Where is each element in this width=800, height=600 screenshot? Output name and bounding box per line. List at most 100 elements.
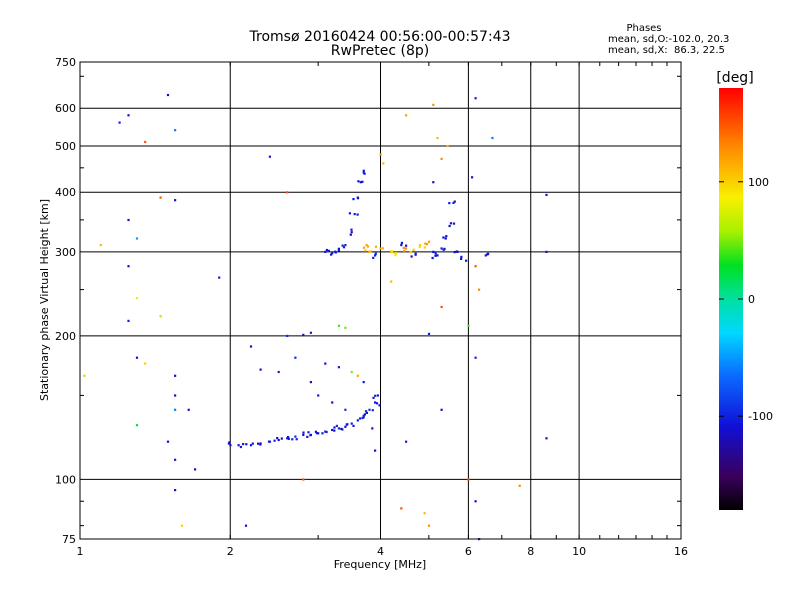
data-point (344, 425, 347, 428)
data-point (361, 180, 364, 183)
data-point (374, 245, 377, 248)
data-point (317, 394, 320, 397)
y-tick-label: 75 (62, 533, 76, 546)
data-point (460, 257, 463, 260)
data-point (436, 254, 439, 257)
data-point (432, 181, 435, 184)
data-point (460, 255, 463, 258)
data-point (242, 443, 245, 446)
data-point (356, 197, 360, 200)
data-point (374, 252, 377, 255)
data-point (379, 153, 382, 156)
x-axis-label: Frequency [MHz] (334, 558, 426, 571)
data-point (405, 244, 408, 247)
data-point (344, 326, 347, 329)
data-point (412, 248, 415, 251)
data-point (453, 200, 456, 203)
data-point (427, 332, 431, 335)
y-tick-label: 500 (55, 140, 76, 153)
data-point (431, 256, 434, 260)
colorbar-tick-label: 0 (748, 293, 755, 306)
data-point (362, 381, 365, 384)
data-point (174, 129, 177, 132)
data-point (448, 202, 451, 205)
data-point (443, 247, 446, 250)
data-points (83, 93, 548, 541)
data-point (83, 374, 86, 377)
data-point (365, 244, 368, 247)
data-point (228, 441, 231, 444)
data-point (244, 524, 248, 527)
data-point (374, 394, 377, 397)
data-point (467, 478, 470, 481)
data-point (257, 442, 260, 445)
data-point (366, 245, 370, 248)
data-point (194, 468, 197, 471)
data-point (356, 374, 359, 377)
data-point (518, 484, 521, 487)
data-point (440, 408, 443, 411)
data-point (434, 254, 437, 257)
data-point (302, 478, 305, 481)
data-point (452, 201, 455, 204)
x-tick-label: 16 (674, 545, 688, 558)
data-point (374, 401, 377, 404)
data-point (440, 305, 443, 309)
data-point (365, 411, 368, 414)
data-point (362, 414, 365, 417)
data-point (471, 176, 474, 179)
data-point (423, 512, 426, 515)
data-point (280, 437, 283, 440)
data-point (239, 445, 242, 449)
data-point (363, 413, 366, 416)
data-point (390, 280, 393, 283)
data-point (390, 250, 394, 253)
data-point (378, 404, 381, 407)
data-point (333, 429, 336, 432)
data-point (333, 426, 336, 429)
data-point (374, 254, 377, 257)
data-point (352, 198, 355, 201)
data-point (337, 324, 340, 327)
colorbar-tick-label: -100 (748, 410, 773, 423)
y-tick-label: 100 (55, 473, 76, 486)
y-tick-label: 750 (55, 56, 76, 69)
data-point (321, 432, 324, 435)
data-point (400, 507, 403, 510)
data-point (402, 246, 405, 249)
data-point (361, 416, 364, 420)
data-point (410, 255, 413, 258)
stats-heading: Phases (626, 23, 661, 34)
data-point (294, 356, 297, 359)
data-point (372, 256, 375, 259)
data-point (324, 430, 327, 433)
data-point (331, 428, 334, 432)
data-point (344, 408, 347, 411)
data-point (99, 244, 102, 247)
data-point (382, 162, 385, 165)
data-point (180, 524, 184, 527)
data-point (374, 449, 377, 452)
y-tick-label: 600 (55, 102, 76, 115)
data-point (229, 444, 232, 447)
data-point (294, 435, 297, 438)
data-point (166, 93, 170, 97)
data-point (362, 169, 365, 172)
data-point (414, 252, 417, 255)
data-point (302, 433, 305, 436)
data-point (315, 432, 318, 435)
data-point (159, 196, 162, 199)
data-point (259, 443, 262, 446)
data-point (276, 437, 279, 440)
data-point (356, 419, 359, 422)
data-point (449, 222, 453, 225)
data-point (372, 396, 375, 399)
x-axis-ticks: 1 2 4 6 8 10 16 (77, 62, 688, 558)
data-point (302, 431, 305, 434)
data-point (545, 437, 548, 440)
data-point (446, 145, 449, 148)
colorbar-label: [deg] (716, 70, 753, 86)
data-point (135, 297, 139, 300)
data-point (187, 408, 190, 411)
